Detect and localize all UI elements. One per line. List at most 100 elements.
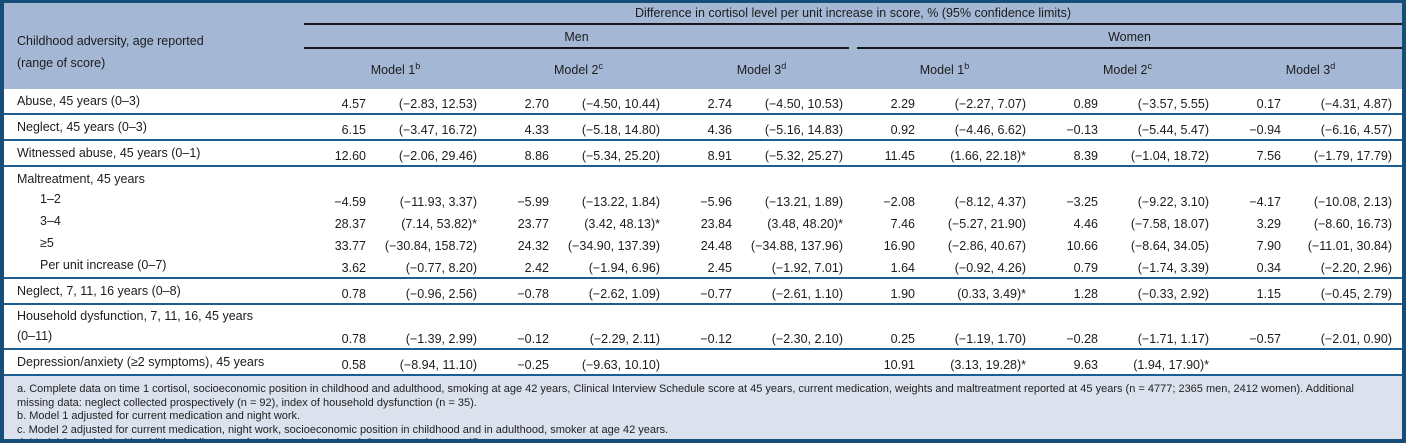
estimate-cell: −0.94	[1249, 123, 1281, 137]
ci-cell: (−0.45, 2.79)	[1320, 287, 1392, 301]
row-label: Depression/anxiety (≥2 symptoms), 45 yea…	[17, 355, 265, 369]
ci-cell: (−4.31, 4.87)	[1320, 97, 1392, 111]
estimate-cell: 7.56	[1256, 149, 1281, 163]
table-row-witnessed-abuse: Witnessed abuse, 45 years (0–1) 12.60 (−…	[4, 141, 1402, 167]
estimate-cell: −3.25	[1066, 195, 1098, 209]
men-model-2-header: Model 2c	[554, 60, 603, 78]
ci-cell: (−2.83, 12.53)	[398, 97, 477, 111]
row-label: Household dysfunction, 7, 11, 16, 45 yea…	[17, 309, 254, 343]
estimate-cell: 0.34	[1256, 261, 1281, 275]
estimate-cell: 7.46	[890, 217, 915, 231]
ci-cell: (−7.58, 18.07)	[1130, 217, 1209, 231]
ci-cell: (−4.50, 10.53)	[764, 97, 843, 111]
estimate-cell: 0.92	[890, 123, 915, 137]
estimate-cell: −4.17	[1249, 195, 1281, 209]
ci-cell: (−0.33, 2.92)	[1137, 287, 1209, 301]
table-row-household-dysfunction: Household dysfunction, 7, 11, 16, 45 yea…	[4, 305, 1402, 350]
ci-cell: (−2.06, 29.46)	[398, 149, 477, 163]
ci-cell: (−9.63, 10.10)	[581, 358, 660, 372]
ci-cell: (−2.01, 0.90)	[1320, 332, 1392, 346]
ci-cell: (−2.30, 2.10)	[771, 332, 843, 346]
ci-cell: (−1.92, 7.01)	[771, 261, 843, 275]
row-label: 1–2	[40, 192, 61, 206]
ci-cell: (1.66, 22.18)*	[950, 149, 1026, 163]
table-header: Childhood adversity, age reported (range…	[4, 3, 1402, 89]
footnote-d: d. Model 3: model 2 with additional adju…	[17, 437, 512, 443]
ci-cell: (−8.60, 16.73)	[1313, 217, 1392, 231]
estimate-cell: 0.89	[1073, 97, 1098, 111]
estimate-cell: 2.70	[524, 97, 549, 111]
table-body: Abuse, 45 years (0–3) 4.57 (−2.83, 12.53…	[4, 89, 1402, 376]
ci-cell: (3.42, 48.13)*	[584, 217, 660, 231]
estimate-cell: 1.15	[1256, 287, 1281, 301]
table-row-abuse: Abuse, 45 years (0–3) 4.57 (−2.83, 12.53…	[4, 89, 1402, 115]
estimate-cell: 28.37	[334, 217, 366, 231]
ci-cell: (−13.21, 1.89)	[764, 195, 843, 209]
ci-cell: (−1.71, 1.17)	[1137, 332, 1209, 346]
estimate-cell: 1.90	[890, 287, 915, 301]
estimate-cell: 2.74	[707, 97, 732, 111]
ci-cell: (−2.86, 40.67)	[947, 239, 1026, 253]
table-row-neglect-45: Neglect, 45 years (0–3) 6.15 (−3.47, 16.…	[4, 115, 1402, 141]
ci-cell: (7.14, 53.82)*	[401, 217, 477, 231]
estimate-cell: 3.29	[1256, 217, 1281, 231]
ci-cell: (−0.96, 2.56)	[405, 287, 477, 301]
row-label: Neglect, 7, 11, 16 years (0–8)	[17, 284, 181, 298]
ci-cell: (−1.39, 2.99)	[405, 332, 477, 346]
ci-cell: (−5.18, 14.80)	[581, 123, 660, 137]
ci-cell: (3.13, 19.28)*	[950, 358, 1026, 372]
estimate-cell: 8.86	[524, 149, 549, 163]
ci-cell: (−1.79, 17.79)	[1313, 149, 1392, 163]
estimate-cell: −4.59	[334, 195, 366, 209]
ci-cell: (−2.29, 2.11)	[589, 332, 660, 346]
estimate-cell: 33.77	[334, 239, 366, 253]
estimate-cell: −0.25	[517, 358, 549, 372]
ci-cell: (−13.22, 1.84)	[581, 195, 660, 209]
men-header: Men	[304, 25, 849, 49]
ci-cell: (−0.77, 8.20)	[405, 261, 477, 275]
ci-cell: (−4.46, 6.62)	[954, 123, 1026, 137]
estimate-cell: 2.45	[707, 261, 732, 275]
ci-cell: (−1.04, 18.72)	[1130, 149, 1209, 163]
footnote-c: c. Model 2 adjusted for current medicati…	[17, 423, 669, 436]
estimate-cell: 8.91	[707, 149, 732, 163]
table-row-maltreatment-3-4: 3–4 28.37 (7.14, 53.82)* 23.77 (3.42, 48…	[4, 211, 1402, 233]
ci-cell: (−34.90, 137.39)	[567, 239, 660, 253]
ci-cell: (−5.32, 25.27)	[764, 149, 843, 163]
estimate-cell: 6.15	[341, 123, 366, 137]
table-row-neglect-7-11-16: Neglect, 7, 11, 16 years (0–8) 0.78 (−0.…	[4, 279, 1402, 305]
ci-cell: (−2.20, 2.96)	[1320, 261, 1392, 275]
estimate-cell: 9.63	[1073, 358, 1098, 372]
estimate-cell: 4.36	[707, 123, 732, 137]
estimate-cell: 0.79	[1073, 261, 1098, 275]
ci-cell: (−8.94, 11.10)	[399, 358, 477, 372]
estimate-cell: −2.08	[883, 195, 915, 209]
estimate-cell: −5.99	[517, 195, 549, 209]
footnote-a: a. Complete data on time 1 cortisol, soc…	[17, 383, 1354, 409]
ci-cell: (0.33, 3.49)*	[957, 287, 1026, 301]
estimate-cell: 0.17	[1256, 97, 1281, 111]
estimate-cell: 10.66	[1066, 239, 1098, 253]
ci-cell: (−8.64, 34.05)	[1130, 239, 1209, 253]
estimate-cell: 0.78	[341, 332, 366, 346]
estimate-cell: 8.39	[1073, 149, 1098, 163]
spanning-header: Difference in cortisol level per unit in…	[304, 3, 1402, 25]
row-label: ≥5	[40, 236, 54, 250]
table-row-depression-anxiety: Depression/anxiety (≥2 symptoms), 45 yea…	[4, 350, 1402, 376]
table-row-maltreatment-1-2: 1–2 −4.59 (−11.93, 3.37) −5.99 (−13.22, …	[4, 189, 1402, 211]
estimate-cell: 11.45	[884, 149, 915, 163]
ci-cell: (−4.50, 10.44)	[581, 97, 660, 111]
ci-cell: (−30.84, 158.72)	[384, 239, 477, 253]
estimate-cell: −0.57	[1249, 332, 1281, 346]
ci-cell: (−5.44, 5.47)	[1137, 123, 1209, 137]
ci-cell: (−5.34, 25.20)	[581, 149, 660, 163]
ci-cell: (−3.57, 5.55)	[1137, 97, 1209, 111]
estimate-cell: 3.62	[341, 261, 366, 275]
ci-cell: (−1.94, 6.96)	[588, 261, 660, 275]
estimate-cell: 4.46	[1073, 217, 1098, 231]
estimate-cell: 23.84	[700, 217, 732, 231]
estimate-cell: 2.29	[890, 97, 915, 111]
ci-cell: (−0.92, 4.26)	[954, 261, 1026, 275]
row-label: Witnessed abuse, 45 years (0–1)	[17, 146, 201, 160]
row-label: Maltreatment, 45 years	[17, 172, 145, 186]
